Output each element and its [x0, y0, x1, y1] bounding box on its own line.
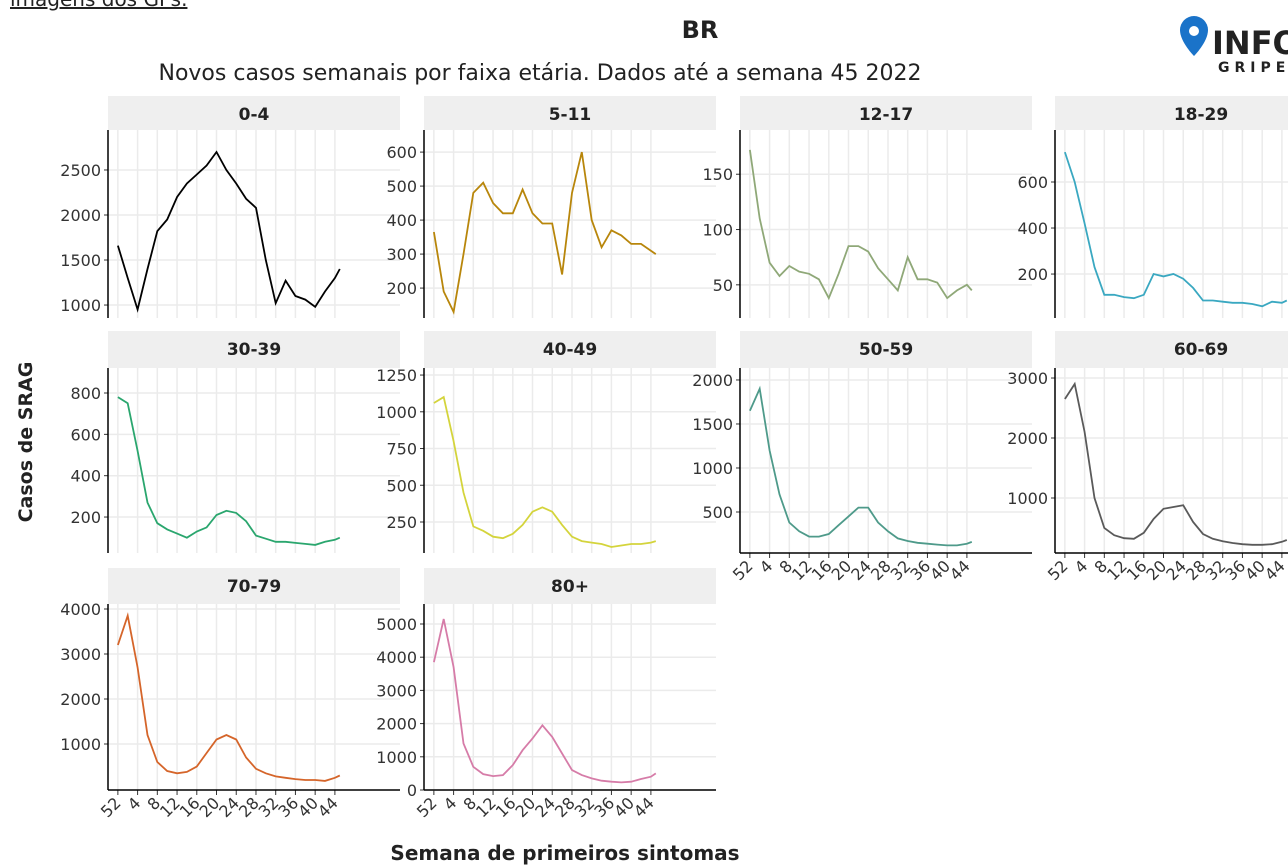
x-axis-label: Semana de primeiros sintomas [390, 841, 739, 865]
series-line [433, 151, 657, 315]
strip-label: 50-59 [859, 340, 913, 360]
strip [108, 331, 400, 368]
y-tick-label: 400 [1017, 219, 1048, 238]
chart-subtitle: Novos casos semanais por faixa etária. D… [159, 61, 922, 86]
y-tick-label: 1000 [60, 296, 101, 315]
strip-label: 18-29 [1174, 105, 1228, 125]
strip-label: 70-79 [227, 577, 281, 597]
strip [1055, 96, 1288, 130]
y-tick-label: 5000 [376, 615, 417, 634]
series-line [749, 149, 973, 301]
strip [1055, 331, 1288, 368]
source-link[interactable]: imagens dos GPs. [10, 0, 187, 11]
strip [108, 568, 400, 604]
strip [108, 96, 400, 130]
chart-title: BR [682, 16, 719, 44]
y-axis-label: Casos de SRAG [15, 362, 37, 523]
series-line [1064, 381, 1288, 546]
logo-subtext: GRIPE [1218, 60, 1288, 76]
y-tick-label: 400 [70, 467, 101, 486]
x-tick-label: 52 [729, 556, 757, 584]
y-tick-label: 750 [386, 440, 417, 459]
y-tick-label: 1000 [692, 459, 733, 478]
y-tick-label: 500 [386, 177, 417, 196]
x-tick-label: 4 [124, 793, 145, 814]
strip-label: 30-39 [227, 340, 281, 360]
y-tick-label: 3000 [60, 645, 101, 664]
strip [424, 568, 716, 604]
x-tick-label: 4 [756, 556, 777, 577]
series-line [749, 385, 973, 547]
y-tick-label: 100 [702, 221, 733, 240]
strip-label: 80+ [551, 577, 589, 597]
strip [740, 96, 1032, 130]
series-line [1064, 151, 1288, 308]
y-tick-label: 1000 [60, 735, 101, 754]
y-tick-label: 600 [70, 425, 101, 444]
strip-label: 60-69 [1174, 340, 1228, 360]
x-tick-label: 52 [97, 793, 125, 821]
logo-text: INFO [1212, 24, 1288, 62]
series-line [117, 396, 341, 546]
x-tick-label: 44 [630, 793, 658, 821]
strip-label: 0-4 [239, 105, 270, 125]
y-tick-label: 2000 [60, 206, 101, 225]
x-tick-label: 44 [314, 793, 342, 821]
y-tick-label: 3000 [376, 681, 417, 700]
y-tick-label: 500 [702, 503, 733, 522]
y-tick-label: 200 [386, 279, 417, 298]
y-tick-label: 50 [713, 276, 733, 295]
strip-label: 5-11 [549, 105, 592, 125]
y-tick-label: 300 [386, 245, 417, 264]
y-tick-label: 1250 [376, 366, 417, 385]
y-tick-label: 200 [1017, 265, 1048, 284]
x-tick-label: 52 [1044, 556, 1072, 584]
y-tick-label: 2000 [1007, 429, 1048, 448]
series-line [433, 395, 657, 548]
x-tick-label: 4 [1071, 556, 1092, 577]
y-tick-label: 2500 [60, 161, 101, 180]
y-tick-label: 3000 [1007, 369, 1048, 388]
y-tick-label: 0 [407, 781, 417, 800]
y-tick-label: 4000 [376, 648, 417, 667]
strip-label: 40-49 [543, 340, 597, 360]
y-tick-label: 150 [702, 165, 733, 184]
x-tick-label: 52 [413, 793, 441, 821]
y-tick-label: 2000 [60, 690, 101, 709]
y-tick-label: 2000 [376, 715, 417, 734]
series-line [117, 612, 341, 782]
y-tick-label: 250 [386, 513, 417, 532]
series-line [433, 618, 657, 784]
y-tick-label: 1000 [1007, 489, 1048, 508]
x-tick-label: 44 [946, 556, 974, 584]
y-tick-label: 500 [386, 476, 417, 495]
strip [424, 331, 716, 368]
strip-label: 12-17 [859, 105, 913, 125]
y-tick-label: 800 [70, 384, 101, 403]
strip [740, 331, 1032, 368]
y-tick-label: 200 [70, 508, 101, 527]
y-tick-label: 600 [386, 143, 417, 162]
y-tick-label: 1500 [692, 415, 733, 434]
logo-pin-dot [1189, 26, 1199, 36]
y-tick-label: 1500 [60, 251, 101, 270]
series-line [117, 150, 341, 313]
y-tick-label: 2000 [692, 371, 733, 390]
x-tick-label: 44 [1261, 556, 1288, 584]
y-tick-label: 400 [386, 211, 417, 230]
strip [424, 96, 716, 130]
y-tick-label: 600 [1017, 173, 1048, 192]
y-tick-label: 1000 [376, 748, 417, 767]
y-tick-label: 1000 [376, 403, 417, 422]
x-tick-label: 4 [440, 793, 461, 814]
y-tick-label: 4000 [60, 600, 101, 619]
